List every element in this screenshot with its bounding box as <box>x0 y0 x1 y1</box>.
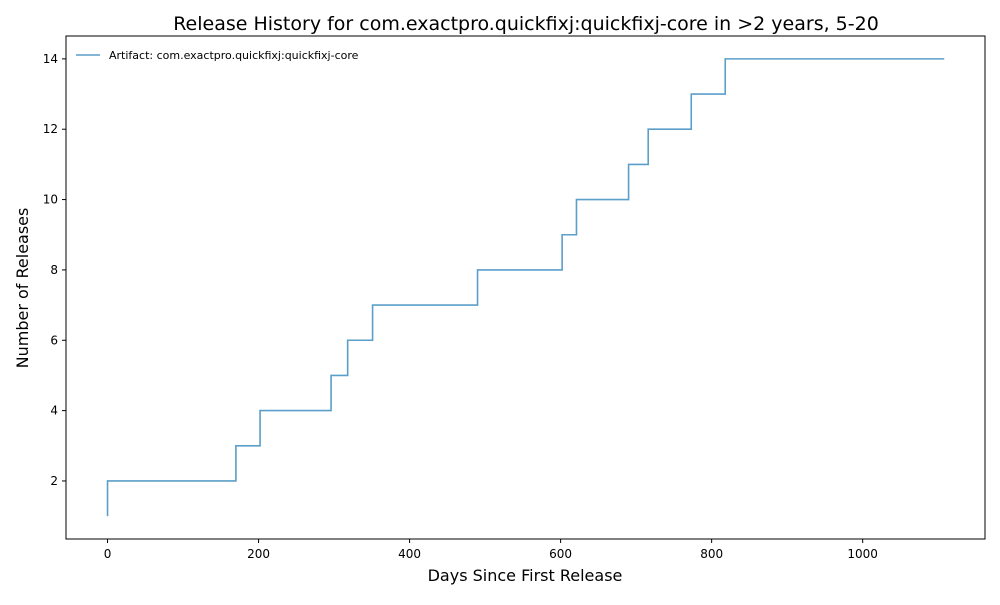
x-tick-label: 200 <box>247 547 270 561</box>
series-layer <box>106 58 945 517</box>
x-tick-label: 800 <box>700 547 723 561</box>
y-tick-label: 10 <box>43 193 58 207</box>
y-tick-label: 8 <box>50 263 58 277</box>
x-tick-label: 400 <box>398 547 421 561</box>
y-tick-label: 12 <box>43 122 58 136</box>
legend: Artifact: com.exactpro.quickfixj:quickfi… <box>76 49 359 62</box>
chart-title: Release History for com.exactpro.quickfi… <box>173 13 879 35</box>
y-tick-label: 2 <box>50 474 58 488</box>
x-axis-label: Days Since First Release <box>428 566 623 585</box>
y-axis-ticks: 2 4 6 8 10 12 14 <box>43 52 66 488</box>
plot-area-frame <box>65 35 986 540</box>
y-axis-label: Number of Releases <box>13 208 32 369</box>
x-tick-label: 1000 <box>847 547 878 561</box>
x-tick-label: 0 <box>104 547 112 561</box>
x-tick-label: 600 <box>549 547 572 561</box>
y-tick-label: 4 <box>50 404 58 418</box>
x-axis-ticks: 0 200 400 600 800 1000 <box>104 539 878 561</box>
legend-label: Artifact: com.exactpro.quickfixj:quickfi… <box>109 49 359 62</box>
series-step-line <box>106 58 945 517</box>
y-tick-label: 14 <box>43 52 58 66</box>
y-tick-label: 6 <box>50 333 58 347</box>
